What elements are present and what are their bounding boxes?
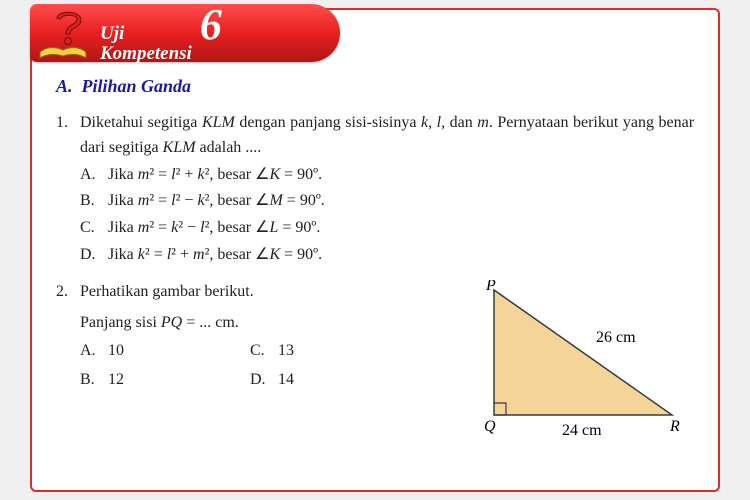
q2-number: 2. <box>56 280 80 460</box>
header-icon <box>34 6 104 70</box>
triangle-figure: P Q R 26 cm 24 cm <box>454 280 694 460</box>
q1-option-a: A. Jika m² = l² + k², besar ∠K = 90º. <box>80 163 694 188</box>
q1-option-b: B. Jika m² = l² − k², besar ∠M = 90º. <box>80 189 694 214</box>
question-1: 1. Diketahui segitiga KLM dengan panjang… <box>56 111 694 268</box>
banner-line2: Kompetensi <box>100 43 192 64</box>
question-2: 2. Perhatikan gambar berikut. Panjang si… <box>56 280 694 460</box>
content-area: A. Pilihan Ganda 1. Diketahui segitiga K… <box>56 76 694 472</box>
q2-text: Perhatikan gambar berikut. <box>80 280 454 305</box>
q1-option-c: C. Jika m² = k² − l², besar ∠L = 90º. <box>80 216 694 241</box>
svg-text:R: R <box>669 418 680 435</box>
book-icon <box>38 38 88 64</box>
svg-text:24 cm: 24 cm <box>562 422 602 439</box>
svg-text:26 cm: 26 cm <box>596 329 636 346</box>
svg-text:P: P <box>485 280 496 294</box>
section-a-title: A. Pilihan Ganda <box>56 76 694 97</box>
q1-number: 1. <box>56 111 80 268</box>
triangle-svg: P Q R 26 cm 24 cm <box>454 280 694 445</box>
page-frame: Uji Kompetensi 6 A. Pilihan Ganda 1. Dik… <box>30 8 720 492</box>
banner-number: 6 <box>200 3 222 47</box>
q1-option-d: D. Jika k² = l² + m², besar ∠K = 90º. <box>80 243 694 268</box>
svg-text:Q: Q <box>484 418 496 435</box>
